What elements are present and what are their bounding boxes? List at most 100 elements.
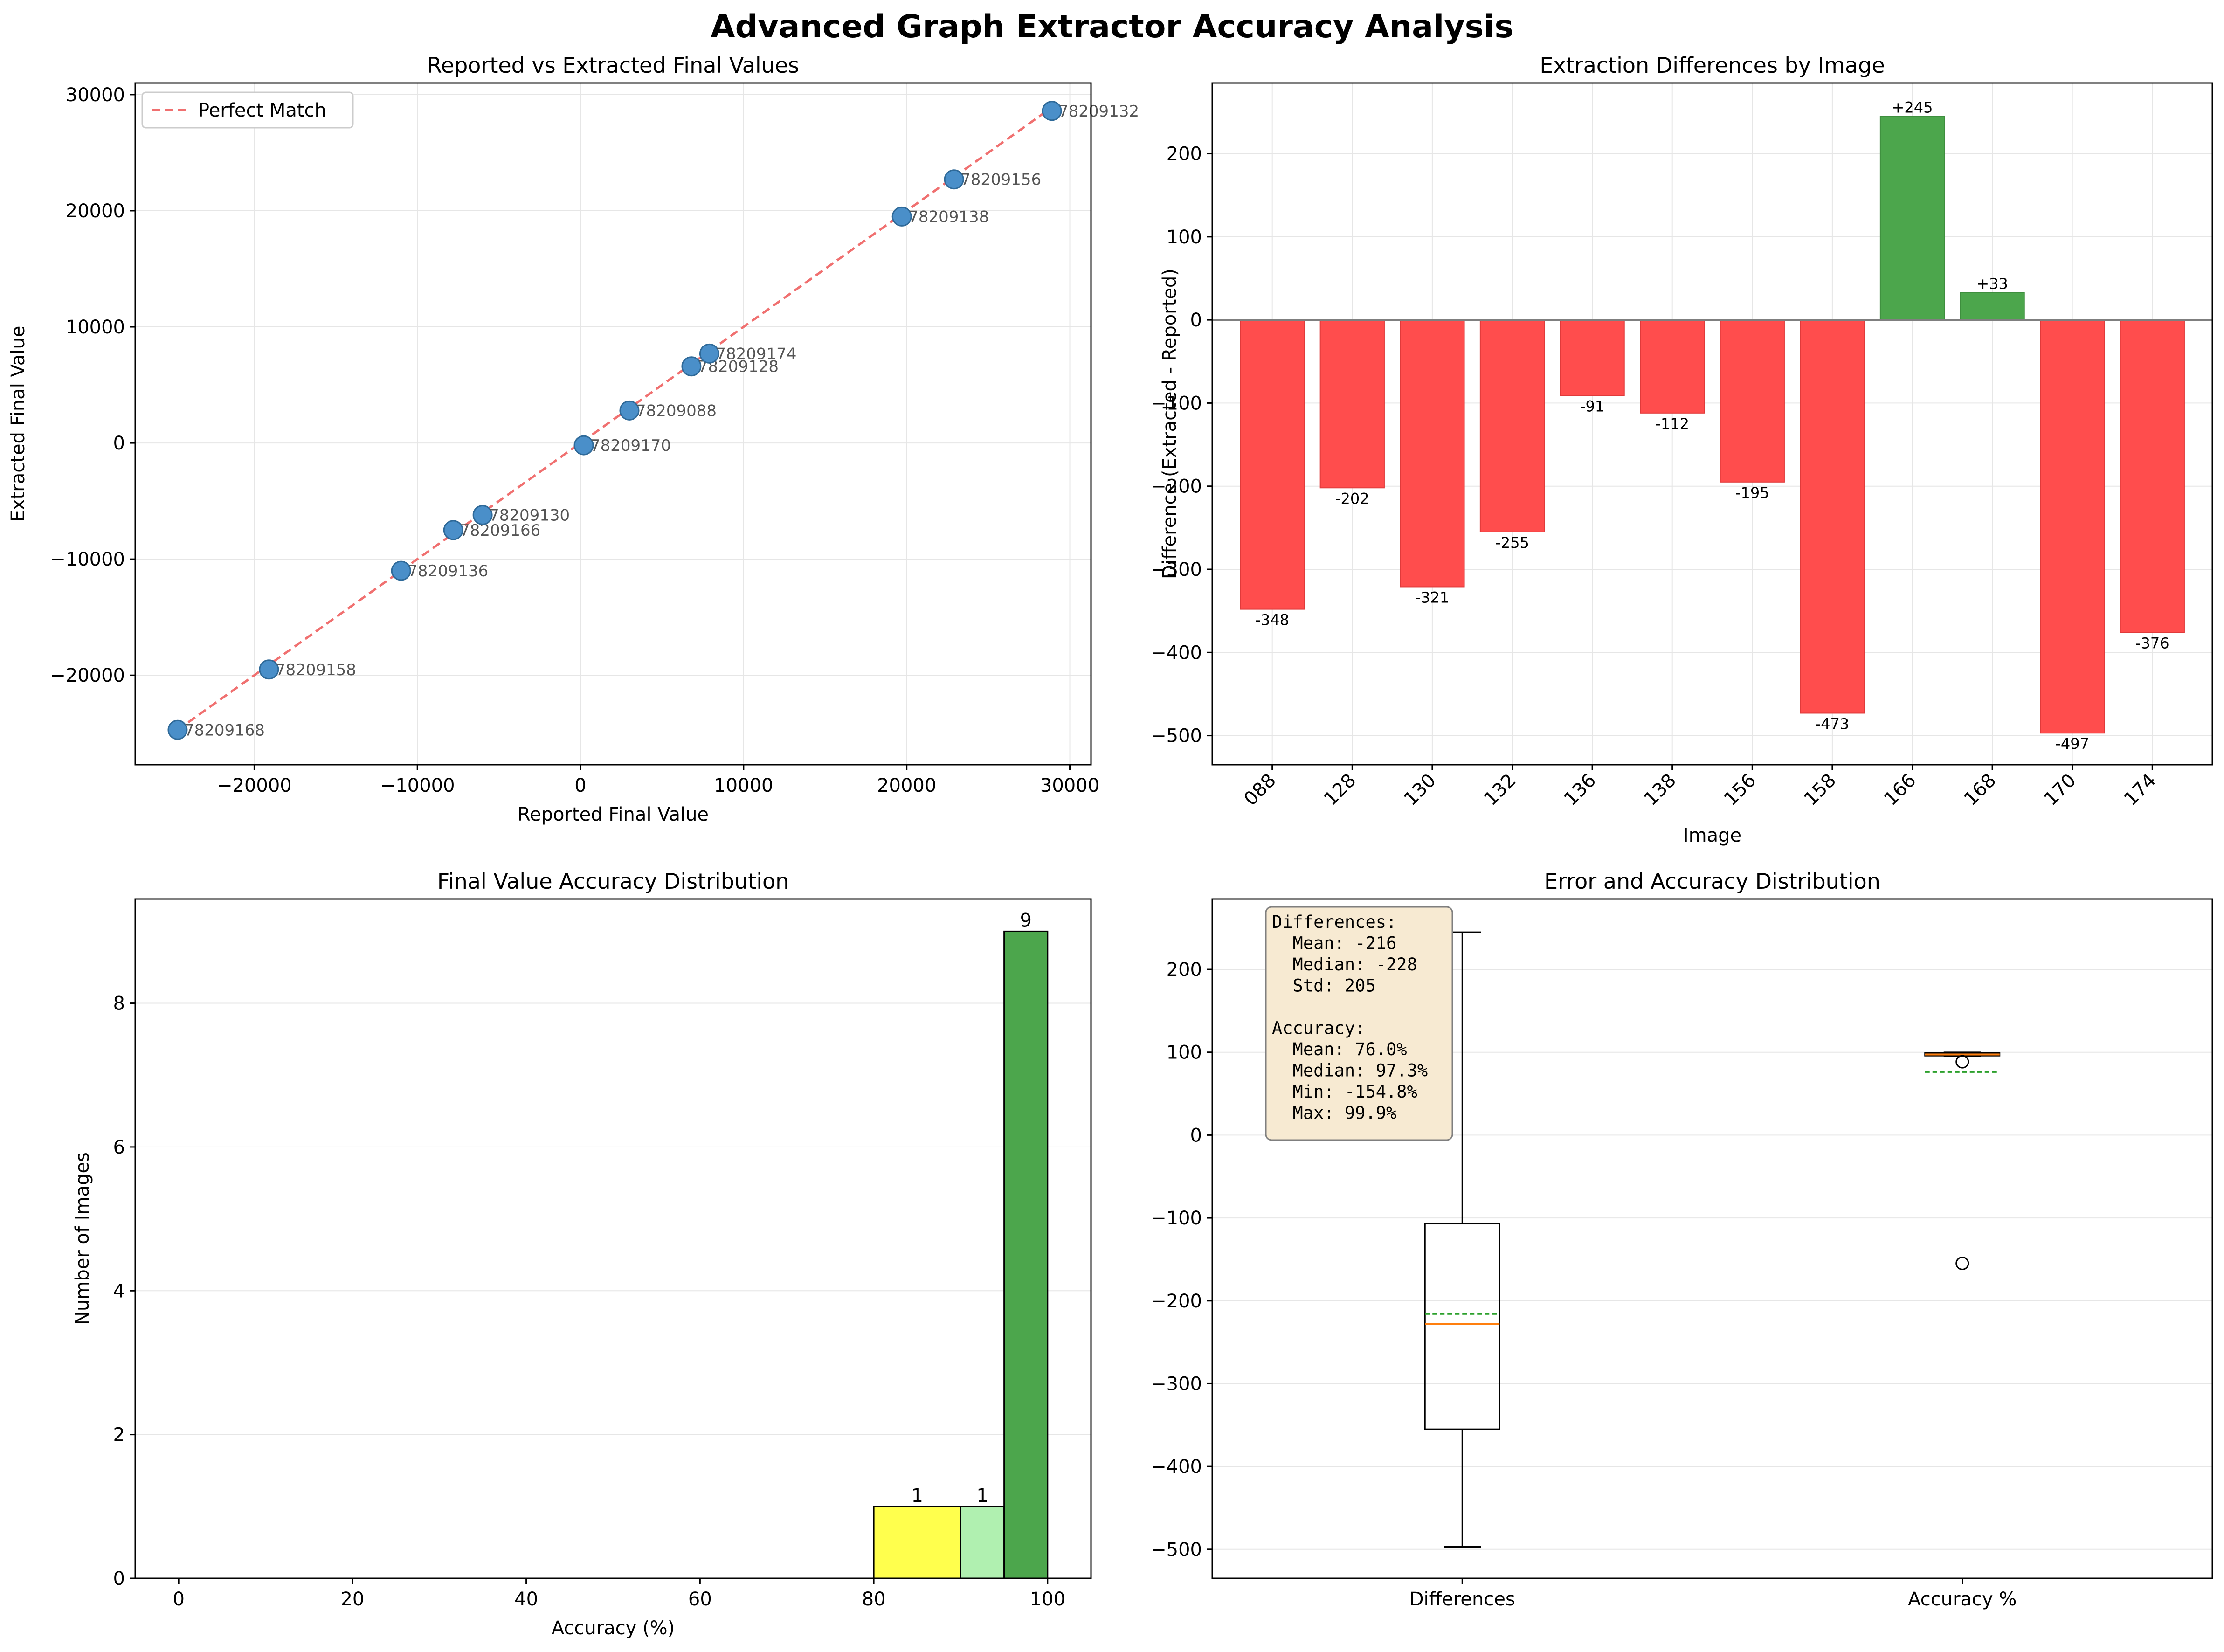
boxplot-xtick-label: Differences (1409, 1589, 1515, 1610)
box-outlier-point (1955, 1256, 1969, 1270)
scatter-xtick-label: −20000 (217, 775, 292, 796)
accuracy-hist-xlabel: Accuracy (%) (552, 1617, 675, 1639)
scatter-point-label: 78209170 (590, 436, 671, 455)
boxplot-ytick-label: −300 (1151, 1373, 1202, 1395)
diff-bar-title: Extraction Differences by Image (1540, 53, 1885, 78)
diff-bar-174 (2120, 319, 2185, 633)
scatter-point (891, 206, 912, 227)
diff-bar-data-label: -202 (1335, 490, 1369, 507)
accuracy-hist-xtick-label: 0 (173, 1589, 184, 1610)
scatter-ytick-label: −10000 (50, 549, 125, 570)
box-body (1424, 1223, 1500, 1430)
boxplot-ytick-label: 0 (1190, 1125, 1202, 1146)
scatter-xlabel: Reported Final Value (518, 804, 709, 825)
accuracy-hist-ytick-label: 0 (113, 1568, 125, 1590)
scatter-xtick-label: 20000 (877, 775, 936, 796)
diff-bar-166 (1879, 116, 1945, 321)
scatter-xtick-label: 30000 (1040, 775, 1099, 796)
legend-box (141, 91, 354, 129)
diff-bar-170 (2040, 319, 2105, 734)
stats-box-line: Max: 99.9% (1272, 1103, 1396, 1123)
scatter-point (1042, 101, 1062, 121)
scatter-point (472, 505, 493, 525)
stats-box (1265, 906, 1453, 1141)
accuracy-hist-ytick-label: 8 (113, 993, 125, 1015)
diff-bar-data-label: -195 (1735, 484, 1769, 502)
scatter-ytick-label: −20000 (50, 665, 125, 686)
diff-bar-data-label: -91 (1580, 397, 1604, 415)
accuracy-hist-xtick-label: 20 (340, 1589, 364, 1610)
scatter-point (619, 400, 640, 421)
scatter-xtick-label: 0 (574, 775, 586, 796)
scatter-point (391, 560, 411, 581)
scatter-point-label: 78209132 (1058, 102, 1139, 121)
panel-scatter: 78209168 78209158 78209136 7820916678209130… (7, 53, 1139, 825)
diff-bar-data-label: -473 (1816, 715, 1850, 733)
scatter-title: Reported vs Extracted Final Values (427, 53, 799, 78)
diff-bar-128 (1319, 319, 1385, 489)
hist-bin (960, 1506, 1005, 1579)
scatter-ytick-label: 0 (113, 433, 125, 454)
legend-perfect-match-label: Perfect Match (198, 100, 326, 121)
scatter-point-label: 78209158 (276, 661, 356, 679)
boxplot-title: Error and Accuracy Distribution (1544, 869, 1880, 894)
scatter-point-label: 78209088 (636, 401, 717, 420)
scatter-point-label: 78209130 (489, 506, 570, 525)
diff-bar-130 (1400, 319, 1465, 588)
diff-bar-158 (1800, 319, 1865, 714)
diff-bar-ytick-label: −400 (1151, 642, 1202, 664)
hist-bin-count-label: 1 (976, 1485, 988, 1507)
scatter-xtick-label: −10000 (380, 775, 455, 796)
scatter-point-label: 78209174 (716, 345, 796, 363)
diff-bar-data-label: -321 (1416, 588, 1450, 606)
accuracy-hist-ytick-label: 4 (113, 1280, 125, 1302)
diff-bar-data-label: -497 (2055, 735, 2089, 753)
panel-boxplot: Differences Accuracy % −500 −400 −300 −200 −10… (1151, 869, 2213, 1610)
scatter-point (259, 659, 279, 680)
hist-bin-count-label: 9 (1020, 910, 1032, 931)
diff-bar-ytick-label: 200 (1167, 144, 1202, 165)
scatter-point (573, 435, 594, 456)
boxplot-frame (1211, 898, 2213, 1579)
diff-bar-xlabel: Image (1683, 825, 1741, 846)
accuracy-hist-ytick-label: 2 (113, 1424, 125, 1446)
boxplot-xtick-label: Accuracy % (1908, 1589, 2017, 1610)
diff-bar-data-label: -255 (1495, 534, 1529, 552)
diff-bar-ytick-label: −500 (1151, 726, 1202, 747)
accuracy-hist-xtick-label: 80 (862, 1589, 886, 1610)
accuracy-hist-xtick-label: 40 (514, 1589, 538, 1610)
diff-bar-156 (1720, 319, 1785, 483)
diff-bar-data-label: +33 (1976, 275, 2008, 292)
scatter-point (944, 169, 964, 190)
stats-box-line: Differences: (1272, 912, 1396, 932)
diff-bar-088 (1240, 319, 1305, 610)
scatter-frame (134, 82, 1092, 766)
stats-box-line: Mean: 76.0% (1272, 1039, 1407, 1059)
diff-bar-ytick-label: −300 (1151, 559, 1202, 581)
diff-bar-frame (1211, 82, 2213, 766)
accuracy-hist-title: Final Value Accuracy Distribution (437, 869, 789, 894)
scatter-point (681, 356, 702, 377)
hist-bin-count-label: 1 (912, 1485, 923, 1507)
diff-bar-data-label: +245 (1892, 98, 1933, 116)
scatter-point-label: 78209138 (908, 207, 989, 226)
accuracy-hist-ytick-label: 6 (113, 1137, 125, 1158)
boxplot-ytick-label: 100 (1167, 1042, 1202, 1064)
stats-box-line: Median: 97.3% (1272, 1061, 1428, 1081)
diff-bar-data-label: -348 (1255, 611, 1289, 629)
scatter-ylabel: Extracted Final Value (7, 326, 29, 522)
stats-box-line: Mean: -216 (1272, 933, 1396, 954)
diff-bar-136 (1560, 319, 1625, 396)
diff-bar-138 (1640, 319, 1705, 414)
diff-bar-132 (1479, 319, 1545, 532)
diff-bar-ytick-label: −200 (1151, 476, 1202, 498)
diff-bar-168 (1960, 292, 2025, 321)
diff-bar-ylabel: Difference (Extracted - Reported) (1159, 269, 1181, 579)
accuracy-hist-ylabel: Number of Images (72, 1152, 93, 1325)
scatter-point-label: 78209136 (408, 562, 488, 581)
hist-bin (873, 1506, 961, 1579)
diff-bar-ytick-label: 100 (1167, 227, 1202, 248)
stats-box-line: Min: -154.8% (1272, 1082, 1417, 1102)
